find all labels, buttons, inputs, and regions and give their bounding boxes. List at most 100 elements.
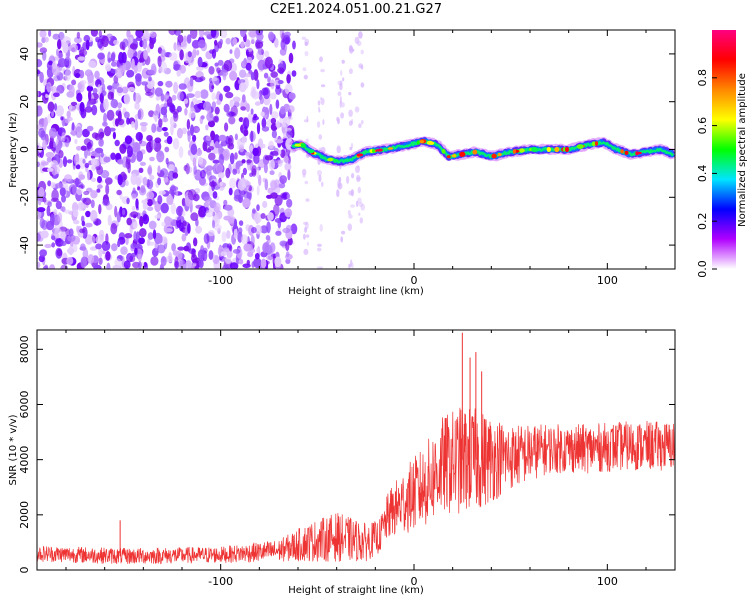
noise-cell — [283, 31, 291, 38]
noise-cell — [72, 244, 78, 253]
noise-cell — [90, 190, 98, 199]
spectrogram-y-tick-label: -20 — [18, 188, 31, 206]
noise-cell — [178, 146, 184, 159]
noise-cell — [181, 127, 187, 135]
noise-cell — [123, 93, 131, 105]
noise-cell — [43, 121, 47, 132]
noise-cell — [243, 73, 253, 78]
noise-cell — [105, 183, 110, 196]
noise-cell — [137, 253, 142, 263]
sparse-noise-cell — [337, 182, 343, 190]
noise-cell — [94, 70, 100, 80]
noise-cell — [135, 73, 142, 82]
noise-cell — [68, 84, 75, 97]
noise-cell — [190, 124, 194, 136]
noise-cell — [64, 118, 70, 124]
noise-cell — [203, 196, 212, 202]
noise-cell — [146, 206, 154, 212]
noise-cell — [264, 56, 273, 69]
noise-cell — [78, 203, 87, 210]
noise-cell — [158, 118, 163, 128]
noise-cell — [245, 62, 252, 71]
noise-cell — [210, 30, 217, 38]
noise-cell — [186, 93, 195, 98]
noise-cell — [91, 104, 98, 116]
noise-cell — [222, 247, 230, 253]
noise-cell — [37, 261, 41, 269]
sparse-noise-cell — [356, 174, 361, 183]
noise-cell — [42, 139, 47, 150]
noise-cell — [220, 69, 229, 77]
noise-cell — [184, 107, 188, 116]
noise-cell — [87, 254, 95, 264]
noise-cell — [86, 142, 93, 150]
noise-cell — [203, 31, 212, 36]
noise-cell — [256, 204, 260, 212]
sparse-noise-cell — [336, 116, 340, 122]
noise-cell — [218, 93, 223, 102]
noise-cell — [74, 36, 82, 44]
noise-cell — [203, 101, 212, 111]
noise-cell — [264, 155, 273, 161]
noise-cell — [229, 262, 239, 269]
noise-cell — [289, 147, 297, 153]
noise-cell — [251, 165, 257, 175]
noise-cell — [189, 107, 196, 119]
noise-cell — [240, 30, 246, 38]
noise-cell — [181, 210, 186, 217]
noise-cell — [62, 156, 68, 168]
noise-cell — [125, 180, 129, 187]
sparse-noise-cell — [339, 95, 342, 104]
noise-cell — [46, 156, 52, 163]
noise-cell — [268, 140, 274, 150]
noise-cell — [68, 245, 74, 256]
signal-hotspot — [554, 146, 560, 153]
sparse-noise-cell — [350, 189, 354, 197]
noise-cell — [89, 210, 98, 222]
noise-cell — [97, 84, 102, 94]
noise-cell — [221, 231, 227, 243]
noise-cell — [84, 162, 90, 169]
noise-cell — [197, 39, 206, 49]
sparse-noise-cell — [318, 174, 322, 182]
noise-cell — [82, 158, 86, 164]
noise-cell — [117, 159, 124, 165]
noise-cell — [60, 240, 67, 247]
noise-cell — [79, 228, 86, 234]
noise-cell — [207, 146, 215, 151]
noise-cell — [205, 200, 210, 206]
noise-cell — [195, 225, 203, 234]
sparse-noise-cell — [320, 146, 326, 154]
noise-cell — [108, 72, 114, 78]
noise-cell — [197, 208, 204, 218]
colorbar-tick-label: 0.6 — [696, 117, 709, 135]
noise-cell — [82, 128, 90, 138]
noise-cell — [135, 198, 139, 209]
noise-cell — [286, 74, 291, 84]
noise-cell — [275, 86, 282, 95]
noise-cell — [111, 61, 117, 67]
noise-cell — [212, 159, 220, 164]
noise-cell — [192, 49, 197, 59]
sparse-noise-cell — [340, 70, 343, 76]
noise-cell — [76, 187, 83, 196]
noise-cell — [39, 218, 45, 229]
noise-cell — [103, 156, 111, 163]
noise-cell — [68, 184, 77, 195]
noise-cell — [265, 235, 271, 241]
noise-cell — [76, 145, 82, 151]
noise-cell — [263, 72, 269, 79]
noise-cell — [141, 81, 149, 86]
noise-cell — [211, 48, 217, 59]
noise-cell — [47, 114, 51, 124]
noise-cell — [55, 105, 64, 117]
noise-cell — [219, 181, 223, 187]
noise-cell — [37, 198, 42, 206]
noise-cell — [66, 257, 74, 265]
sparse-noise-cell — [340, 102, 345, 108]
noise-cell — [134, 102, 140, 110]
noise-cell — [129, 43, 138, 50]
noise-cell — [269, 103, 273, 115]
noise-cell — [73, 219, 80, 225]
noise-cell — [205, 124, 209, 131]
